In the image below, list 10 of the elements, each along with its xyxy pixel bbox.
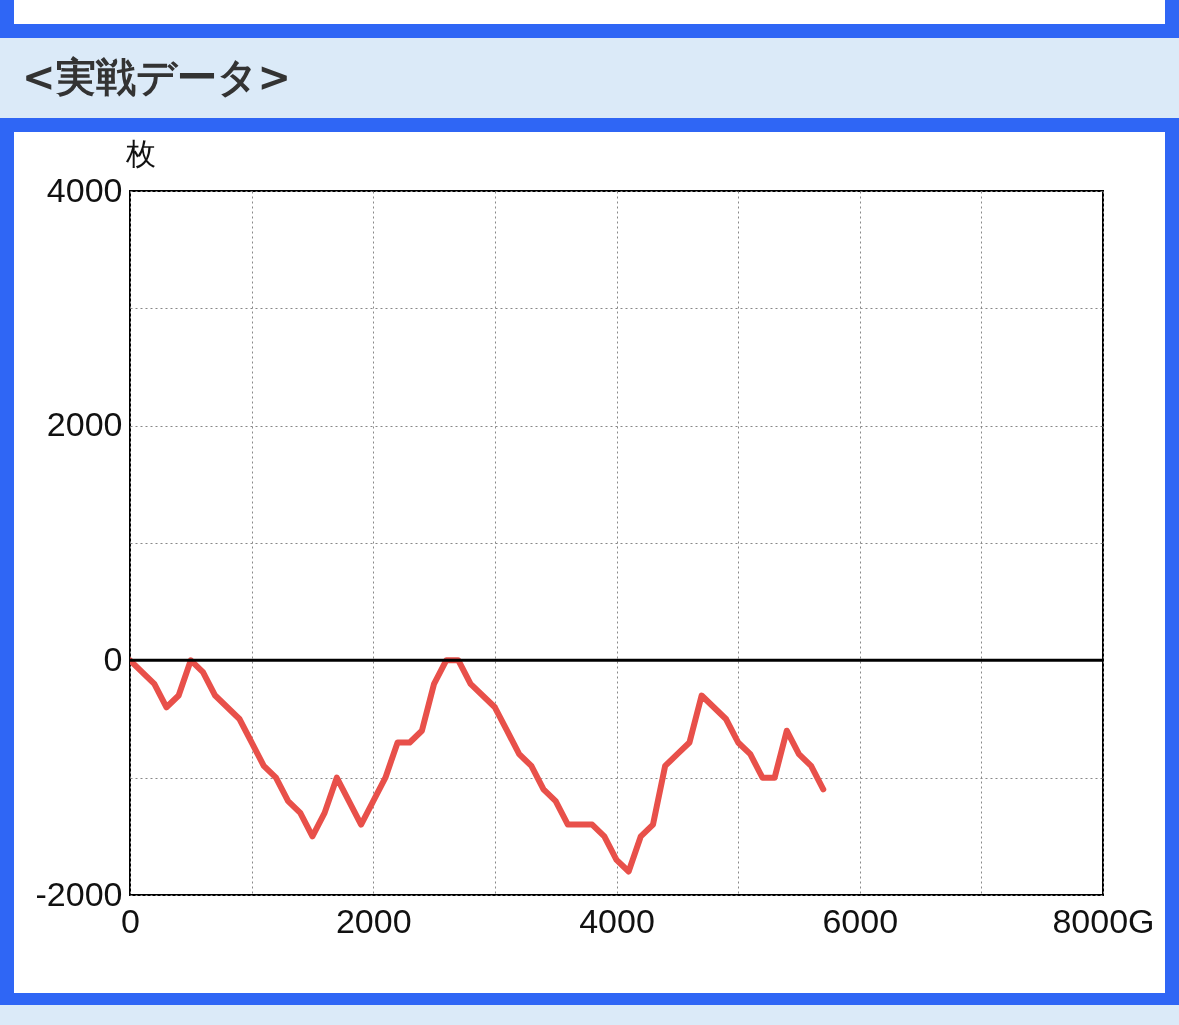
y-tick-label: 4000 — [46, 170, 123, 209]
x-tick-label: 2000 — [335, 901, 412, 940]
x-tick-label: 8000G — [1052, 901, 1155, 940]
x-tick-label: 6000 — [822, 901, 899, 940]
chart-title: <実戦データ> — [22, 53, 292, 102]
y-tick-label: 2000 — [46, 405, 123, 444]
y-tick-label: -2000 — [35, 874, 123, 913]
x-tick-label: 4000 — [579, 901, 655, 940]
y-axis-title: 枚 — [124, 135, 156, 171]
y-tick-label: 0 — [103, 639, 123, 678]
